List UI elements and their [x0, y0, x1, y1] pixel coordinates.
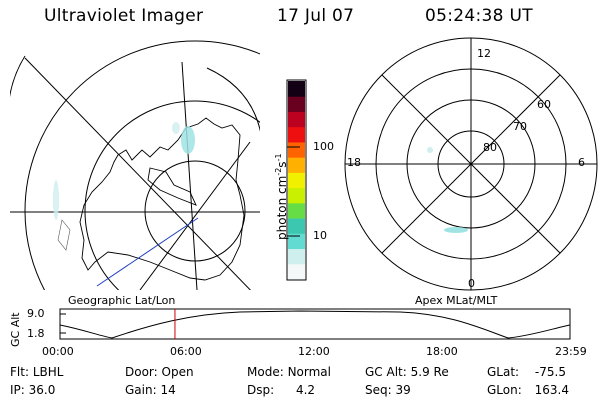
aurora-patch	[444, 227, 468, 233]
aurora-patch	[181, 126, 195, 154]
colorbar-band	[288, 202, 305, 219]
colorbar-band	[288, 81, 305, 97]
mlt-label-12: 12	[477, 47, 491, 60]
footer-seq: Seq: 39	[365, 383, 411, 397]
altitude-curve	[59, 310, 571, 339]
colorbar-band	[288, 187, 305, 204]
footer-glon: GLon: 163.4	[487, 383, 569, 397]
mlat-label-80: 80	[483, 141, 497, 154]
colorbar-band	[288, 218, 305, 234]
footer-glat: GLat: -75.5	[487, 365, 566, 379]
coastline	[147, 167, 197, 206]
mlt-label-6: 6	[578, 156, 585, 169]
color-bar	[286, 79, 307, 281]
orbit-xtick: 12:00	[298, 345, 330, 358]
colorbar-band	[288, 233, 305, 250]
right-panel-caption: Apex MLat/MLT	[415, 294, 498, 307]
orbit-ytick-top: 9.0	[27, 307, 45, 320]
geographic-map	[10, 40, 260, 290]
time-label: 05:24:38 UT	[425, 6, 533, 26]
coastline	[79, 117, 245, 281]
footer-door: Door: Open	[125, 365, 194, 379]
colorbar-band	[288, 126, 305, 143]
lat-circle-inner	[144, 160, 246, 262]
orbit-xtick: 18:00	[426, 345, 458, 358]
footer-gc-alt: GC Alt: 5.9 Re	[365, 365, 449, 379]
lat-circle-outer	[24, 40, 260, 290]
footer-gain: Gain: 14	[125, 383, 176, 397]
colorbar-band	[288, 96, 305, 112]
lat-arc	[206, 67, 260, 132]
lat-circle-mid	[84, 100, 260, 290]
footer-flt: Flt: LBHL	[10, 365, 64, 379]
footer-mode: Mode: Normal	[247, 365, 331, 379]
orbit-xtick: 00:00	[42, 345, 74, 358]
colorbar-band	[288, 157, 305, 173]
footer-ip: IP: 36.0	[10, 383, 56, 397]
lat-arc	[10, 55, 26, 98]
meridian-line	[139, 141, 251, 290]
instrument-title: Ultraviolet Imager	[44, 6, 204, 26]
aurora-patch	[53, 180, 59, 220]
date-label: 17 Jul 07	[277, 6, 355, 26]
orbit-ytick-bottom: 1.8	[27, 327, 45, 340]
colorbar-band	[288, 111, 305, 128]
orbit-xtick: 06:00	[170, 345, 202, 358]
colorbar-band	[288, 263, 305, 280]
footer-dsp: Dsp: 4.2	[247, 383, 316, 397]
aurora-patch	[172, 122, 180, 134]
coastline	[57, 219, 71, 251]
orbit-ylabel: GC Alt	[9, 312, 22, 347]
mlt-label-18: 18	[347, 156, 361, 169]
colorbar-tick-10: 10	[313, 229, 327, 242]
orbit-xtick: 23:59	[555, 345, 587, 358]
mlt-line	[381, 74, 561, 254]
colorbar-unit-label: photon cm-2s-1	[274, 153, 289, 240]
left-panel-caption: Geographic Lat/Lon	[68, 294, 176, 307]
aurora-patch	[427, 147, 433, 153]
orbit-plot	[59, 308, 571, 340]
meridian-line	[181, 61, 198, 290]
polar-map	[344, 37, 598, 291]
meridian-line	[24, 57, 251, 290]
colorbar-band	[288, 248, 305, 265]
mlt-label-0: 0	[468, 277, 475, 290]
satellite-track	[96, 217, 199, 287]
colorbar-band	[288, 172, 305, 189]
mlat-label-70: 70	[513, 120, 527, 133]
colorbar-band	[288, 141, 305, 158]
mlat-label-60: 60	[537, 98, 551, 111]
colorbar-tick-100: 100	[313, 140, 334, 153]
